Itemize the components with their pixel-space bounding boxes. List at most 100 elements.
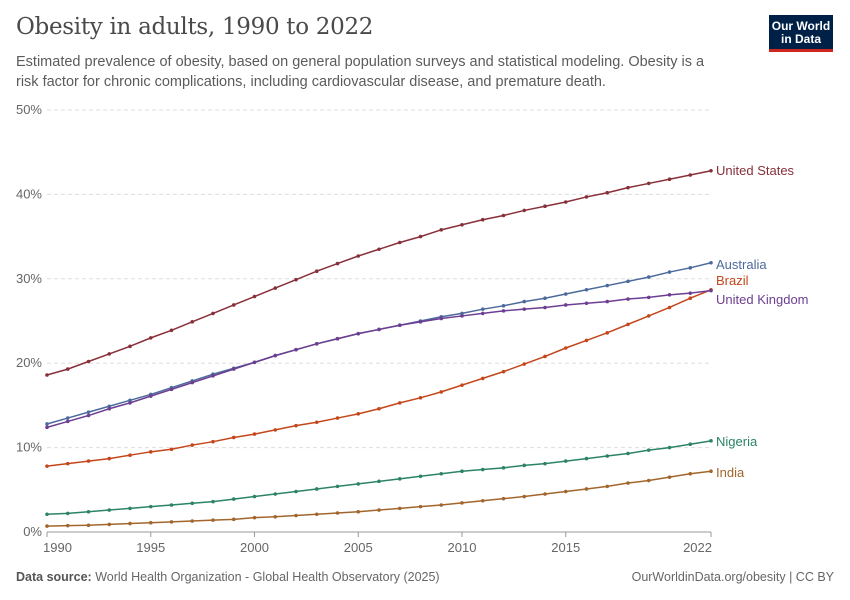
data-point [667,445,672,450]
data-point [418,234,423,239]
data-point [107,508,112,512]
data-point [397,323,402,328]
series-line-australia [46,262,712,425]
data-point [294,513,298,518]
data-point [646,314,651,318]
data-point [397,506,402,511]
data-point [543,305,547,310]
data-point [45,422,49,426]
data-point [460,222,464,227]
license-link[interactable]: OurWorldinData.org/obesity | CC BY [631,570,834,584]
data-point [45,373,49,377]
data-point [501,304,506,308]
data-point [86,509,91,514]
data-point [86,459,91,463]
data-point [211,439,215,444]
data-point [377,247,381,252]
data-point [646,295,651,300]
y-tick-label: 30% [16,271,42,286]
data-point [460,383,464,387]
x-tick-label: 2000 [240,540,269,555]
data-point [65,461,70,466]
data-point [314,341,319,346]
data-point [252,515,257,520]
data-point [231,435,236,440]
data-point [480,498,485,503]
data-point [335,484,340,489]
data-point [128,344,132,349]
data-point [688,173,693,177]
data-point [86,523,91,528]
data-point [86,410,91,414]
y-tick-label: 10% [16,440,42,455]
data-point [335,416,340,420]
data-point [397,477,402,481]
data-point [626,185,630,190]
data-point [460,311,464,316]
data-point [252,432,257,436]
data-point [45,464,49,468]
data-point [148,336,153,340]
data-point [190,380,195,385]
data-point [190,443,195,447]
data-point [439,228,444,232]
data-point [646,478,651,483]
data-point [107,456,112,461]
data-point [646,275,651,279]
data-point [211,374,215,378]
data-point [397,401,402,405]
data-point [231,367,236,371]
data-point [128,453,132,457]
owid-logo[interactable]: Our World in Data [769,15,833,52]
data-point [667,270,672,274]
data-point [543,461,547,466]
data-point [605,331,610,335]
data-point [501,496,506,501]
data-point [418,396,423,400]
data-point [584,338,589,343]
data-point [65,523,70,528]
x-tick-label: 2015 [551,540,580,555]
data-point [688,291,693,295]
data-point [190,501,195,506]
data-point [563,346,568,350]
data-point [522,208,527,213]
data-point [626,279,630,284]
x-tick-label: 2022 [683,540,712,555]
data-source: Data source: World Health Organization -… [16,570,440,584]
data-point [543,492,547,496]
data-point [667,475,672,479]
chart-title: Obesity in adults, 1990 to 2022 [16,14,374,40]
data-point [252,294,257,299]
data-point [563,489,568,494]
data-point [709,439,713,443]
data-point [356,412,361,416]
data-point [439,390,444,394]
data-point [584,195,589,199]
data-point [107,522,112,527]
data-point [335,336,340,341]
data-point [356,254,361,258]
data-point [148,450,153,454]
data-point [314,487,319,491]
data-point [543,296,547,301]
data-point [231,303,236,307]
data-point [107,404,112,409]
data-point [356,509,361,514]
data-point [128,398,132,403]
data-point [190,320,195,324]
series-label: United Kingdom [716,292,809,307]
data-point [128,401,132,405]
data-point [605,283,610,288]
data-point [543,354,547,359]
data-point [169,503,174,507]
data-point [460,314,464,318]
data-point [563,292,568,296]
source-text[interactable]: World Health Organization - Global Healt… [95,570,440,584]
series-label: Brazil [716,273,749,288]
data-point [231,497,236,501]
data-point [377,327,381,332]
data-point [377,406,381,411]
data-point [169,328,174,333]
data-point [646,181,651,186]
